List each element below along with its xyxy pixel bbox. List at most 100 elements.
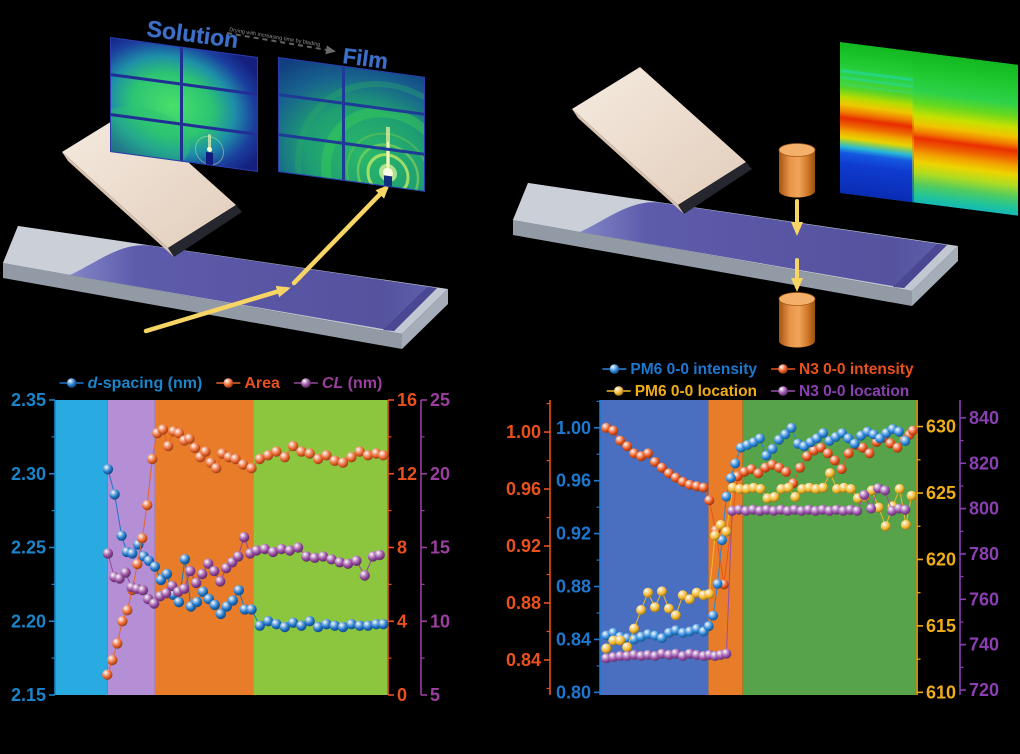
legend-row: d-spacing (nm) Area CL (nm) [59, 375, 382, 392]
tick-label-pm6i: 0.96 [556, 471, 591, 491]
axis-pm6i: 0.80 0.84 0.88 0.92 0.96 1.00 [556, 400, 601, 702]
data-point [137, 585, 149, 596]
data-point [866, 503, 877, 514]
axis-cl: 5 10 15 20 25 [420, 390, 450, 705]
data-point [615, 635, 626, 646]
data-point [326, 554, 337, 565]
data-point [710, 530, 720, 541]
data-point [197, 586, 209, 597]
data-point [864, 448, 875, 459]
series-d-spacing-nm- [102, 464, 389, 633]
data-point [191, 596, 203, 608]
data-point [233, 585, 244, 596]
data-point [337, 457, 349, 468]
legend-marker [223, 378, 234, 388]
data-point [246, 604, 257, 615]
data-point [203, 558, 214, 569]
tick-label-n3l: 800 [969, 499, 999, 519]
legend-label: PM6 0-0 intensity [630, 361, 757, 378]
tick-label-pm6i: 0.84 [556, 629, 591, 649]
data-point [845, 484, 856, 494]
data-point [802, 451, 812, 462]
axis-d: 2.15 2.20 2.25 2.30 2.35 [11, 390, 56, 705]
tick-label-area: 8 [397, 538, 407, 558]
data-point [900, 504, 911, 515]
series-n3-0-0-location [601, 483, 911, 664]
data-point [378, 450, 389, 461]
data-point [656, 586, 667, 597]
tick-label-area: 16 [397, 390, 417, 410]
tick-label-n3i: 1.00 [506, 422, 541, 442]
tick-label-pm6l: 620 [926, 549, 956, 569]
data-point [781, 466, 792, 477]
tick-label-cl: 15 [430, 538, 450, 558]
data-point [769, 492, 780, 502]
tick-label-pm6l: 610 [926, 682, 956, 702]
detector-gap [278, 93, 425, 116]
chart-giwaxs-parameters: 2.15 2.20 2.25 2.30 2.35 0 4 8 12 16 5 10 15 20 25 d-sp… [11, 375, 450, 706]
plot-band [600, 400, 709, 695]
data-point [254, 453, 265, 465]
tick-label-cl: 5 [430, 685, 440, 705]
chart-uvvis-parameters: 0.80 0.84 0.88 0.92 0.96 1.00 0.84 0.88 0.92 0.96… [506, 361, 999, 703]
data-point [703, 621, 714, 632]
legend-label: PM6 0-0 location [635, 383, 757, 400]
data-point [215, 608, 226, 620]
tick-label-cl: 25 [430, 390, 450, 410]
data-point [284, 545, 295, 556]
data-point [276, 543, 287, 555]
data-point [279, 452, 290, 463]
data-point [191, 577, 202, 589]
data-point [179, 554, 191, 565]
detector-cylinder [778, 292, 816, 348]
data-point [359, 570, 370, 581]
panel-b [513, 42, 1018, 348]
data-point [211, 463, 222, 474]
tick-label-pm6i: 0.88 [556, 577, 591, 597]
data-point [825, 468, 835, 479]
data-point [107, 654, 118, 666]
data-point [818, 428, 829, 439]
data-point [197, 568, 208, 580]
data-point [783, 482, 794, 493]
tick-label-d: 2.20 [11, 611, 46, 631]
data-point [271, 446, 282, 457]
data-point [102, 464, 114, 475]
data-point [317, 551, 329, 562]
series-pm6-0-0-intensity [601, 422, 911, 645]
data-point [900, 436, 911, 446]
tick-label-cl: 10 [430, 611, 450, 631]
data-point [116, 530, 127, 541]
scattered-beam-arrow [291, 184, 390, 286]
data-point [767, 443, 778, 454]
data-point [734, 484, 745, 494]
data-point [337, 621, 349, 633]
data-point [608, 635, 619, 646]
series-pm6-0-0-location [601, 468, 917, 654]
data-point [790, 492, 801, 502]
tick-label-area: 12 [397, 464, 417, 484]
data-point [233, 551, 244, 562]
tick-label-pm6i: 1.00 [556, 418, 591, 438]
axis-area: 0 4 8 12 16 [387, 390, 417, 705]
legend-label: CL (nm) [322, 375, 382, 392]
tick-label-n3l: 720 [969, 680, 999, 700]
data-point [684, 594, 695, 605]
data-point [262, 450, 274, 461]
data-point [829, 455, 840, 466]
tick-label-area: 4 [397, 611, 407, 631]
data-point [127, 548, 138, 559]
data-point [622, 642, 633, 653]
data-point [184, 433, 195, 444]
plot-band [55, 400, 108, 695]
tick-label-n3l: 780 [969, 544, 999, 564]
data-point [246, 463, 257, 474]
data-point [615, 435, 626, 446]
detector-gap [342, 65, 345, 182]
data-point [362, 620, 374, 631]
data-point [894, 484, 905, 494]
tick-label-d: 2.35 [11, 390, 46, 410]
data-point [292, 542, 304, 553]
data-point [374, 549, 385, 561]
tick-label-pm6l: 615 [926, 616, 956, 636]
